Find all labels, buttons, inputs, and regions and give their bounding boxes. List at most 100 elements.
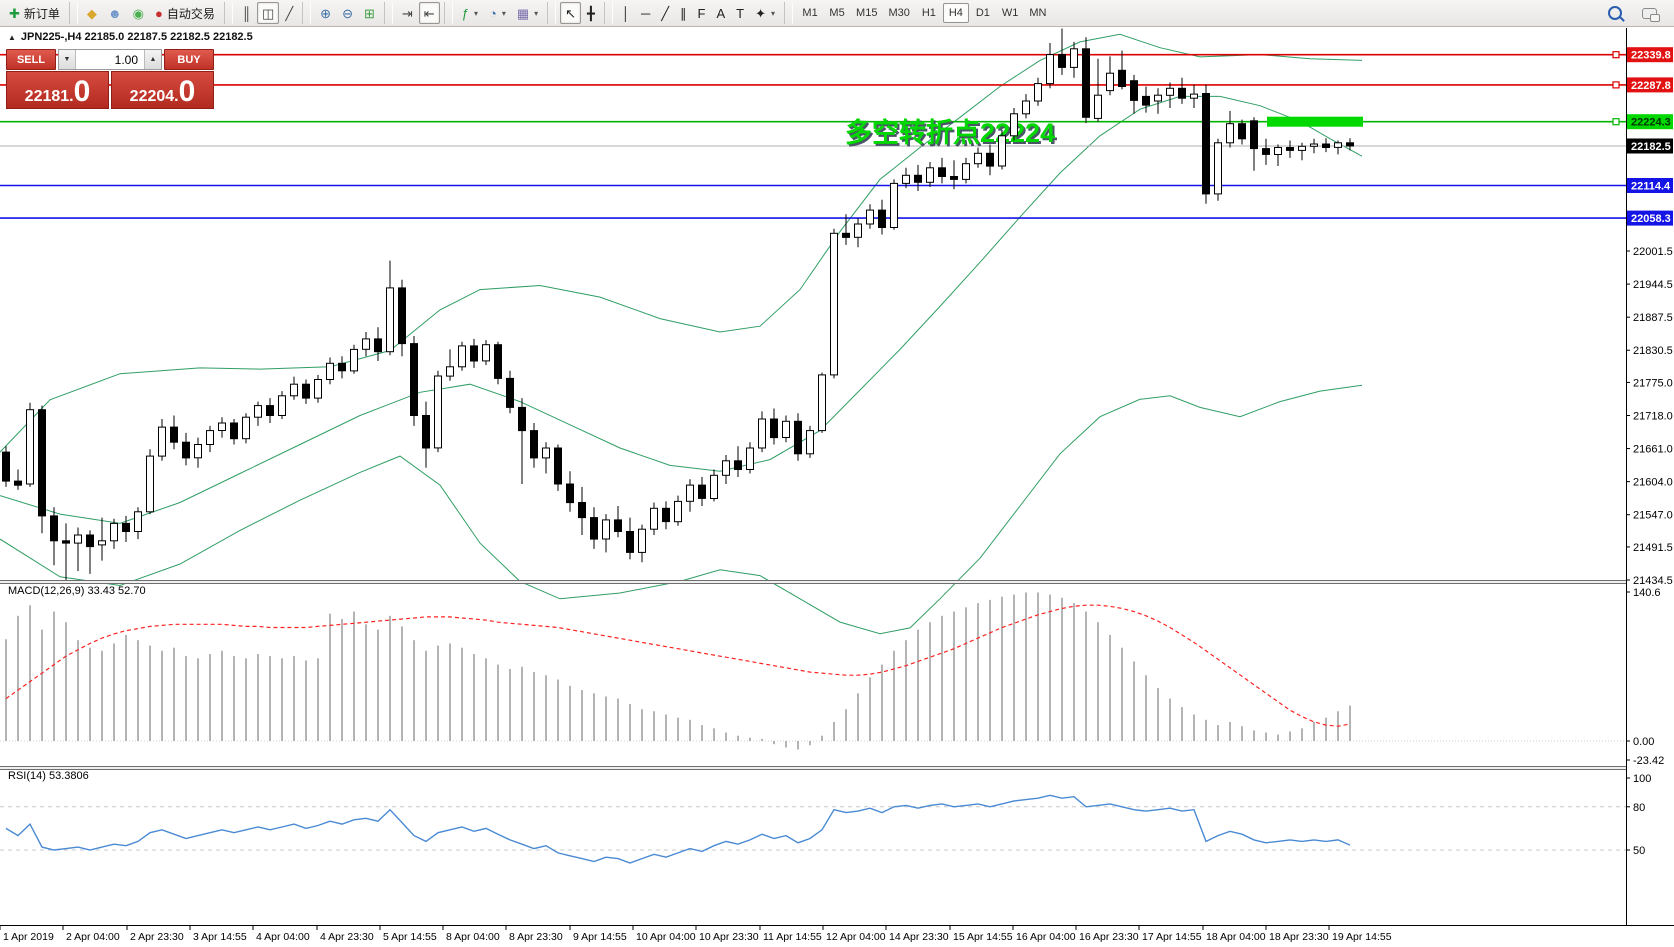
indicators-button[interactable]: ƒ ▾ [457,2,483,24]
timeframe-m5-button[interactable]: M5 [824,3,850,23]
sell-price[interactable]: 22181. 0 [6,71,109,109]
zoom-out-button[interactable]: ⊖ [337,2,358,24]
styler-button[interactable]: ◆ [82,2,102,24]
candle-body [1166,87,1174,96]
panel-separators [0,580,1674,770]
timeframe-mn-button[interactable]: MN [1024,3,1051,23]
panel-splitter[interactable] [0,766,1674,770]
time-axis: 1 Apr 2019 2 Apr 04:00 2 Apr 23:30 3 Apr 14… [0,925,1674,947]
buy-price[interactable]: 22204. 0 [111,71,214,109]
bar-chart-button[interactable]: ║ [237,2,256,24]
line-end-marker[interactable] [1612,81,1620,89]
candle-body [1130,80,1138,101]
zoom-in-button[interactable]: ⊕ [315,2,336,24]
toolbar-separator [784,2,794,24]
community-button[interactable]: ☻ [103,2,127,24]
timeframe-w1-button[interactable]: W1 [997,3,1024,23]
signals-button[interactable]: ◉ [128,2,149,24]
toolbar-separator [443,2,453,24]
shapes-button[interactable]: ✦ ▾ [750,2,780,24]
timeframe-h4-button[interactable]: H4 [942,3,969,23]
candle-body [818,374,826,432]
volume-decrease-button[interactable]: ▼ [59,50,76,69]
timeframe-m15-button[interactable]: M15 [851,3,882,23]
candle-body [182,441,190,459]
trendline-icon: ╱ [661,5,670,21]
candle-body [794,420,802,455]
shapes-icon: ✦ [755,5,767,21]
line-chart-button[interactable]: ╱ [280,2,298,24]
auto-scroll-button[interactable]: ⇥ [397,2,418,24]
periods-button[interactable]: ◔ ▾ [484,2,511,24]
new-order-icon: ✚ [9,5,20,21]
chevron-down-icon: ▾ [771,8,776,18]
time-tick-label: 2 Apr 23:30 [130,931,184,943]
price-tick-label: 21491.5 [1633,542,1673,554]
line-end-marker[interactable] [1612,51,1620,59]
candle-body [974,152,982,165]
candle-body [962,163,970,180]
toolbar-separator [223,2,233,24]
time-tick-label: 14 Apr 23:30 [889,931,949,943]
candle-body [566,483,574,504]
volume-input[interactable] [76,50,144,69]
candle-body [902,174,910,184]
timeframe-h1-button[interactable]: H1 [916,3,942,23]
equidistant-channel-icon: ∥ [680,5,687,21]
text-label-button[interactable]: T [731,2,749,24]
candle-body [14,480,22,486]
equidistant-channel-button[interactable]: ∥ [675,2,692,24]
candlestick-chart-button[interactable]: ◫ [257,2,280,24]
highlight-bar[interactable] [1267,116,1363,127]
chat-button[interactable] [1637,2,1662,24]
symbol-title: JPN225-,H4 22185.0 22187.5 22182.5 22182… [20,31,253,43]
candle-body [50,515,58,542]
price-badge-label: 22224.3 [1631,117,1671,129]
candle-body [1022,100,1030,115]
auto-trading-button[interactable]: ● 自动交易 [150,2,220,24]
cursor-button[interactable]: ↖ [560,2,582,24]
candle-body [458,345,466,368]
candles [2,28,1354,581]
chart-shift-button[interactable]: ⇤ [418,2,440,24]
timeframe-m30-button[interactable]: M30 [883,3,914,23]
collapse-icon[interactable]: ▲ [8,32,16,42]
candle-body [1142,95,1150,106]
auto-scroll-icon: ⇥ [401,5,413,21]
text-button[interactable]: A [712,2,731,24]
candle-body [1286,147,1294,151]
candle-body [926,167,934,183]
macd-label: MACD(12,26,9) 33.43 52.70 [8,585,146,597]
crosshair-button[interactable]: ╋ [582,2,600,24]
price-badge [1627,138,1673,154]
volume-increase-button[interactable]: ▲ [144,50,161,69]
sell-button[interactable]: SELL [6,49,56,70]
horizontal-line-button[interactable]: ─ [636,2,655,24]
annotation-text[interactable]: 多空转折点22224 [845,117,1055,148]
tile-windows-icon: ⊞ [363,5,375,21]
candle-body [446,366,454,377]
timeframe-m1-button[interactable]: M1 [797,3,823,23]
timeframe-d1-button[interactable]: D1 [970,3,996,23]
templates-button[interactable]: ▦ ▾ [512,2,543,24]
candlestick-chart-icon: ◫ [262,5,275,21]
candle-body [74,534,82,544]
candle-body [1034,83,1042,102]
tile-windows-button[interactable]: ⊞ [359,2,380,24]
candle-body [674,500,682,523]
vertical-line-button[interactable]: │ [617,2,635,24]
buy-button[interactable]: BUY [164,49,214,70]
search-button[interactable] [1603,2,1627,24]
new-order-button[interactable]: ✚ 新订单 [4,2,65,24]
line-end-marker[interactable] [1612,118,1620,126]
trendline-button[interactable]: ╱ [656,2,674,24]
text-label-icon: T [736,5,745,21]
toolbar-separator [68,2,78,24]
fibonacci-button[interactable]: F [693,2,711,24]
panel-splitter[interactable] [0,580,1674,584]
candle-body [1118,69,1126,88]
candle-body [1154,94,1162,102]
candle-body [854,223,862,238]
